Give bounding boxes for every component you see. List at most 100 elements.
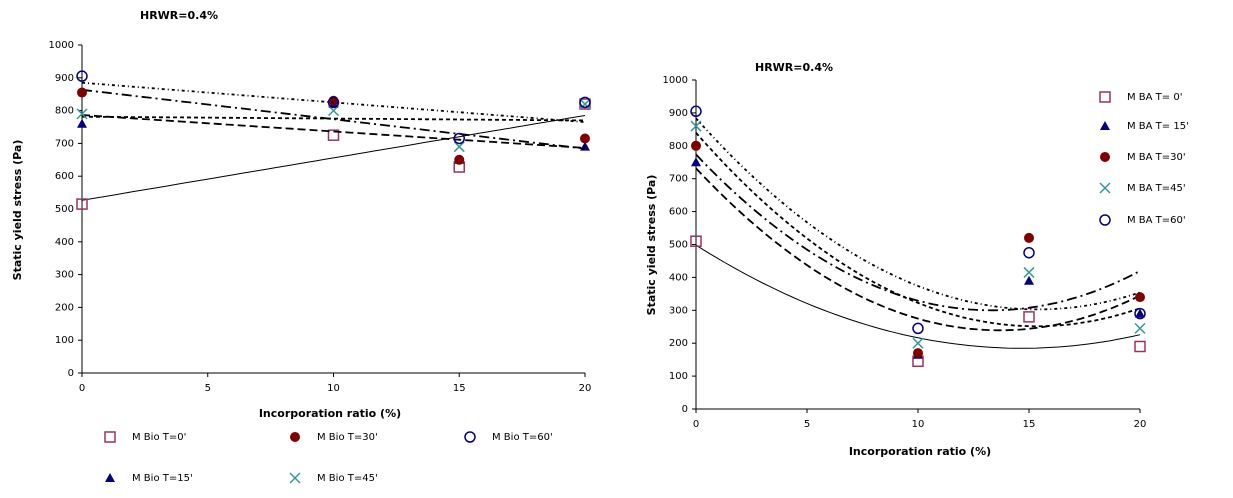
marker xyxy=(913,348,923,359)
x-axis-label: Incorporation ratio (%) xyxy=(849,445,991,458)
marker xyxy=(579,98,591,110)
marker xyxy=(76,108,88,120)
marker xyxy=(1099,182,1111,194)
y-tick-label: 800 xyxy=(55,106,74,117)
marker xyxy=(1024,232,1034,243)
marker xyxy=(76,70,88,82)
marker xyxy=(1023,311,1035,323)
trendline xyxy=(81,115,586,201)
y-tick-label: 900 xyxy=(55,73,74,84)
x-tick-label: 15 xyxy=(1023,419,1036,430)
x-tick-label: 10 xyxy=(327,383,340,394)
legend-label: M BA T=45' xyxy=(1127,183,1186,194)
x-tick-label: 20 xyxy=(1134,419,1147,430)
x-tick-label: 5 xyxy=(205,383,211,394)
trendline xyxy=(81,114,586,149)
marker xyxy=(1023,246,1035,259)
y-tick-label: 100 xyxy=(55,335,74,346)
marker xyxy=(1099,214,1111,226)
marker xyxy=(454,154,465,165)
y-tick-label: 700 xyxy=(669,174,688,185)
y-tick-label: 1000 xyxy=(49,40,74,51)
marker xyxy=(1134,322,1146,334)
marker xyxy=(105,473,115,482)
marker xyxy=(691,157,701,167)
marker xyxy=(1099,91,1111,103)
legend-label: M BA T=60' xyxy=(1127,215,1186,226)
marker xyxy=(1134,340,1146,353)
marker xyxy=(690,235,702,247)
marker xyxy=(290,432,300,442)
legend-label: M Bio T=45' xyxy=(317,473,378,484)
trendline xyxy=(695,117,1141,311)
marker xyxy=(1135,308,1145,318)
marker xyxy=(691,140,701,151)
x-axis-label: Incorporation ratio (%) xyxy=(259,407,401,420)
chart-title: HRWR=0.4% xyxy=(140,9,218,22)
legend-label: M BA T= 0' xyxy=(1127,92,1182,103)
x-tick-label: 0 xyxy=(79,383,85,394)
y-axis-label: Static yield stress (Pa) xyxy=(11,140,24,281)
y-tick-label: 300 xyxy=(55,270,74,281)
legend-label: M Bio T=60' xyxy=(492,432,553,443)
marker xyxy=(104,431,116,443)
y-tick-label: 600 xyxy=(55,171,74,182)
y-tick-label: 500 xyxy=(55,204,74,215)
y-tick-label: 100 xyxy=(669,371,688,382)
y-tick-label: 900 xyxy=(669,108,688,119)
trendline xyxy=(81,88,586,150)
legend-label: M BA T= 15' xyxy=(1127,121,1189,132)
marker xyxy=(76,198,88,210)
x-tick-label: 15 xyxy=(453,383,466,394)
y-tick-label: 800 xyxy=(669,141,688,152)
y-tick-label: 700 xyxy=(55,138,74,149)
trendline xyxy=(695,153,1141,312)
marker xyxy=(327,96,340,109)
y-tick-label: 1000 xyxy=(663,75,688,86)
marker xyxy=(453,132,465,145)
marker xyxy=(579,96,591,109)
marker xyxy=(690,120,702,132)
legend-label: M Bio T=30' xyxy=(317,432,378,443)
marker xyxy=(690,105,702,118)
marker xyxy=(1023,266,1035,278)
marker xyxy=(1100,152,1110,162)
marker xyxy=(1100,121,1110,130)
marker xyxy=(1024,275,1034,285)
trendline xyxy=(81,81,586,123)
marker xyxy=(77,87,87,98)
y-tick-label: 0 xyxy=(682,404,688,415)
x-tick-label: 10 xyxy=(912,419,925,430)
marker xyxy=(912,337,924,349)
trendline xyxy=(695,167,1141,332)
marker xyxy=(327,129,340,141)
marker xyxy=(1135,292,1145,303)
trendline xyxy=(695,132,1141,328)
legend-label: M Bio T=15' xyxy=(132,473,193,484)
y-tick-label: 200 xyxy=(55,302,74,313)
y-axis-label: Static yield stress (Pa) xyxy=(645,175,658,316)
y-tick-label: 0 xyxy=(68,368,74,379)
legend-label: M BA T=30' xyxy=(1127,152,1186,163)
y-tick-label: 400 xyxy=(55,237,74,248)
y-tick-label: 500 xyxy=(669,240,688,251)
x-tick-label: 0 xyxy=(693,419,699,430)
y-tick-label: 300 xyxy=(669,305,688,316)
legend-label: M Bio T=0' xyxy=(132,432,186,443)
chart-title: HRWR=0.4% xyxy=(755,61,833,74)
marker xyxy=(580,133,590,144)
marker xyxy=(289,472,301,484)
y-tick-label: 600 xyxy=(669,207,688,218)
trendline xyxy=(695,244,1141,349)
marker xyxy=(464,431,476,443)
x-tick-label: 20 xyxy=(579,383,592,394)
marker xyxy=(77,118,87,128)
marker xyxy=(453,141,465,153)
marker xyxy=(327,105,340,117)
y-tick-label: 200 xyxy=(669,338,688,349)
y-tick-label: 400 xyxy=(669,272,688,283)
marker xyxy=(1134,307,1146,320)
x-tick-label: 5 xyxy=(804,419,810,430)
marker xyxy=(912,322,924,335)
